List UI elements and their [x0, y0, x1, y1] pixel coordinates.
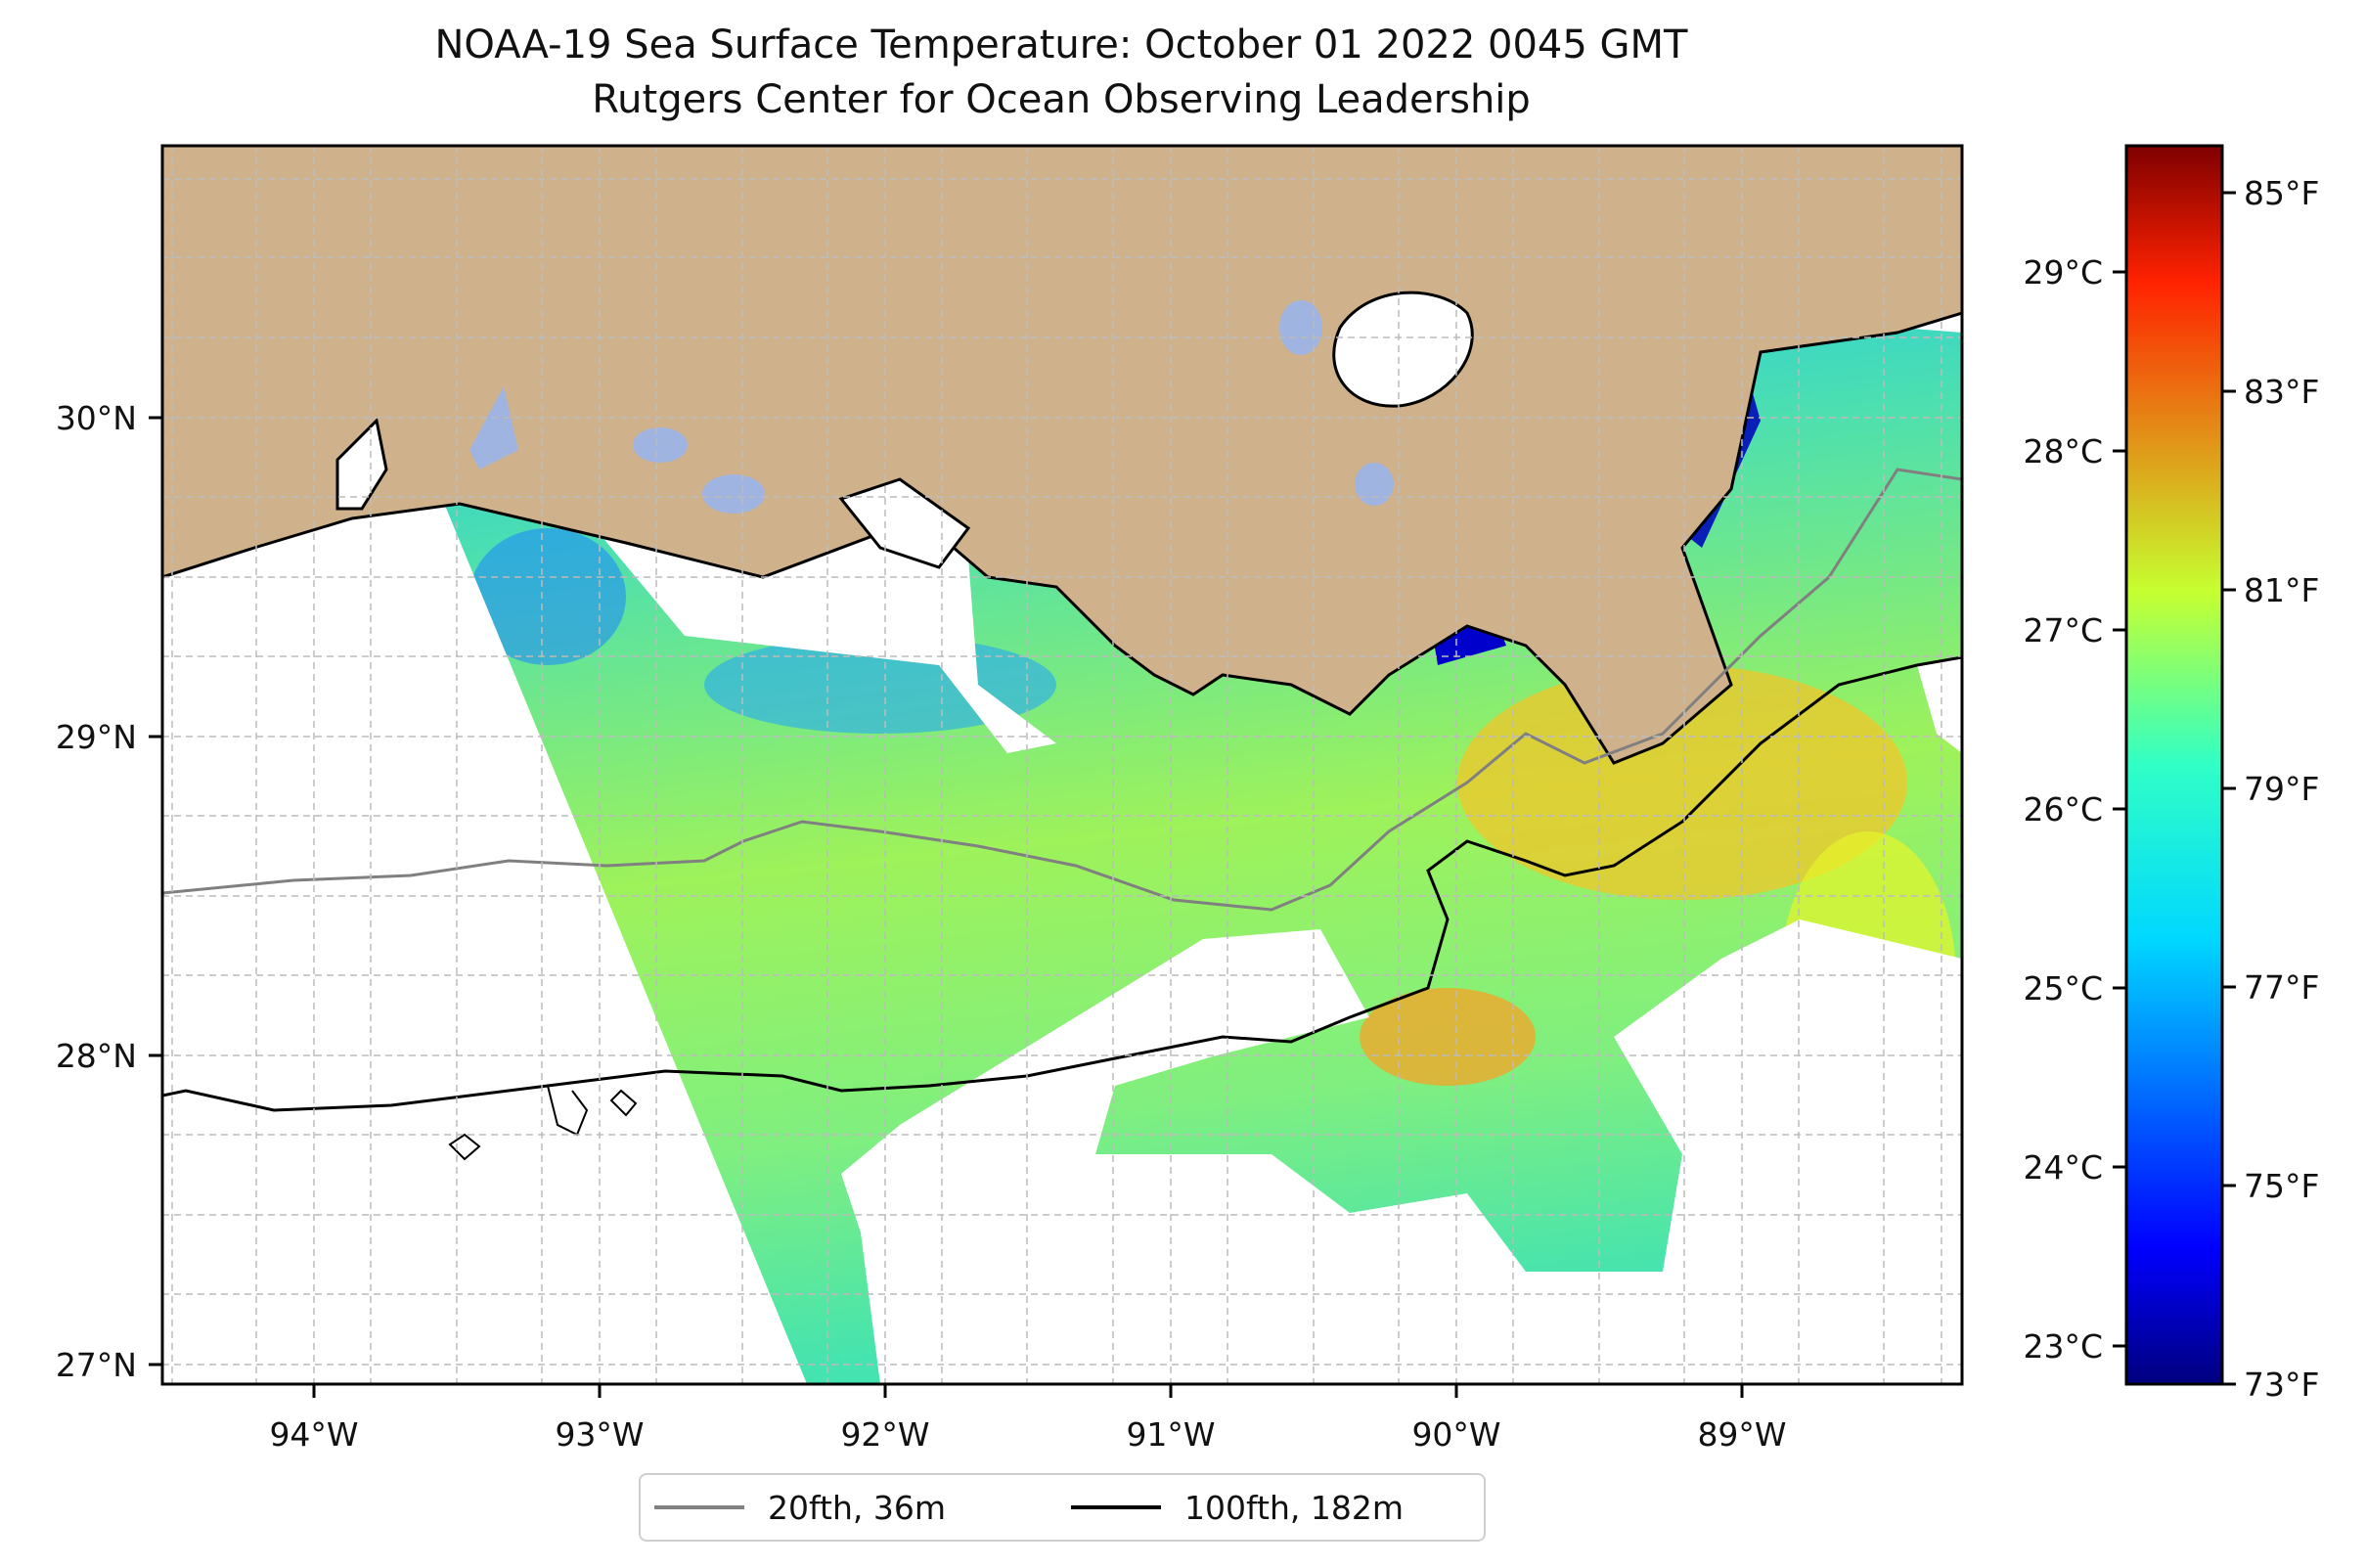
lake — [633, 427, 688, 463]
legend-swatch-100fth — [1071, 1505, 1161, 1509]
gridlines — [162, 146, 1962, 1384]
legend-item-100fth: 100fth, 182m — [1071, 1475, 1404, 1540]
colorbar-celsius-label: 27°C — [2023, 611, 2103, 650]
lake — [1355, 463, 1394, 506]
colorbar-fahrenheit-label: 85°F — [2244, 174, 2319, 212]
colorbar-fahrenheit-label: 79°F — [2244, 770, 2319, 808]
land-mass — [162, 146, 1962, 765]
vermilion-bay — [838, 477, 971, 569]
sst-warm-patch — [1360, 988, 1536, 1086]
lake-pontchartrain — [1332, 291, 1474, 408]
legend: 20fth, 36m 100fth, 182m — [639, 1473, 1486, 1542]
latitude-tick-label: 27°N — [56, 1346, 137, 1384]
map-frame — [160, 144, 1964, 1386]
colorbar-celsius-label: 25°C — [2023, 969, 2103, 1008]
bank-outline — [609, 1089, 638, 1117]
legend-label-20fth: 20fth, 36m — [768, 1488, 946, 1527]
map-title: NOAA-19 Sea Surface Temperature: October… — [434, 22, 1688, 67]
longitude-tick-label: 90°W — [1411, 1415, 1500, 1454]
colorbar-celsius-label: 26°C — [2023, 790, 2103, 829]
latitude-tick-label: 29°N — [56, 718, 137, 756]
lake — [702, 474, 765, 514]
calcasieu-lake — [335, 417, 388, 511]
legend-item-20fth: 20fth, 36m — [654, 1475, 946, 1540]
map-area — [162, 146, 1962, 1384]
axis-ticks — [149, 416, 1744, 1398]
lake — [469, 386, 518, 470]
legend-label-100fth: 100fth, 182m — [1184, 1488, 1404, 1527]
colorbar-celsius-label: 28°C — [2023, 432, 2103, 470]
legend-swatch-20fth — [654, 1505, 744, 1509]
longitude-tick-label: 91°W — [1126, 1415, 1215, 1454]
map-subtitle: Rutgers Center for Ocean Observing Leade… — [592, 77, 1531, 122]
colorbar-fahrenheit-label: 83°F — [2244, 373, 2319, 411]
longitude-tick-label: 94°W — [269, 1415, 358, 1454]
colorbar-fahrenheit-label: 75°F — [2244, 1167, 2319, 1205]
colorbar-celsius-label: 24°C — [2023, 1148, 2103, 1187]
longitude-tick-label: 92°W — [840, 1415, 929, 1454]
sst-warm-patch — [1457, 665, 1907, 900]
latitude-tick-label: 28°N — [56, 1037, 137, 1075]
colorbar-fahrenheit-label: 73°F — [2244, 1366, 2319, 1404]
isobath-20fth — [162, 468, 1962, 912]
bank-outline — [448, 1133, 481, 1161]
latitude-tick-label: 30°N — [56, 399, 137, 437]
colorbar-celsius-label: 23°C — [2023, 1327, 2103, 1366]
cloud-mask — [841, 919, 1962, 1384]
sst-cool-patch — [469, 528, 626, 665]
cloud-mask — [162, 489, 807, 1384]
isobath-100fth — [162, 655, 1962, 1112]
lake — [1279, 300, 1322, 355]
colorbar — [2124, 144, 2224, 1386]
colorbar-celsius-label: 29°C — [2023, 253, 2103, 291]
cloud-mask — [1839, 978, 1917, 1086]
colorbar-fahrenheit-label: 77°F — [2244, 968, 2319, 1007]
colorbar-fahrenheit-label: 81°F — [2244, 571, 2319, 609]
colorbar-ticks — [2113, 191, 2236, 1386]
cloud-mask — [1917, 655, 1962, 753]
longitude-tick-label: 93°W — [555, 1415, 644, 1454]
longitude-tick-label: 89°W — [1697, 1415, 1786, 1454]
